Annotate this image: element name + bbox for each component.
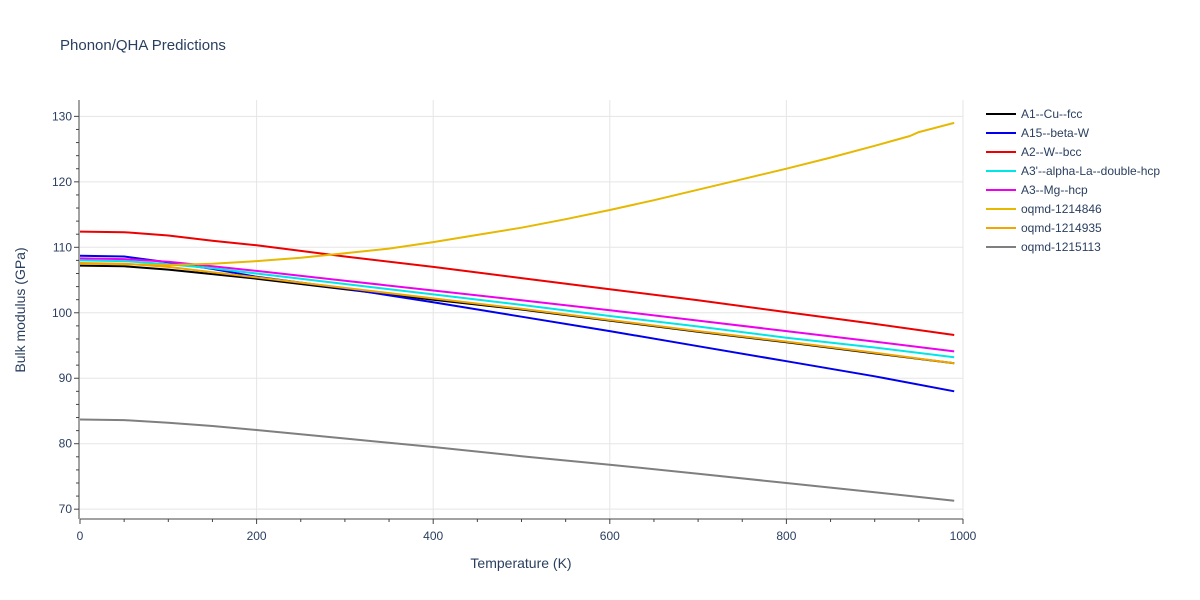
y-tick-label: 80 bbox=[59, 437, 73, 451]
legend-item[interactable]: oqmd-1215113 bbox=[986, 240, 1101, 254]
legend-item[interactable]: A3'--alpha-La--double-hcp bbox=[986, 164, 1160, 178]
legend-label: A1--Cu--fcc bbox=[1021, 107, 1082, 121]
legend-label: A3--Mg--hcp bbox=[1021, 183, 1088, 197]
legend-label: oqmd-1215113 bbox=[1021, 240, 1101, 254]
legend-label: oqmd-1214935 bbox=[1021, 221, 1102, 235]
x-tick-label: 800 bbox=[776, 529, 796, 543]
series-line-oqmd-1214846[interactable] bbox=[79, 121, 955, 266]
y-tick-label: 130 bbox=[52, 109, 72, 123]
x-axis-title: Temperature (K) bbox=[470, 555, 571, 571]
x-tick-label: 600 bbox=[600, 529, 620, 543]
x-tick-label: 400 bbox=[423, 529, 443, 543]
y-tick-label: 70 bbox=[59, 502, 73, 516]
legend-item[interactable]: oqmd-1214935 bbox=[986, 221, 1102, 235]
series-line-a2-w-bcc[interactable] bbox=[79, 230, 955, 336]
grid bbox=[80, 100, 964, 519]
series-line-a1-cu-fcc[interactable] bbox=[79, 264, 955, 365]
y-tick-label: 110 bbox=[53, 240, 72, 254]
y-tick-label: 120 bbox=[52, 175, 72, 189]
plot-area[interactable] bbox=[79, 121, 955, 502]
series-line-a15-beta-w[interactable] bbox=[79, 254, 955, 393]
legend-item[interactable]: oqmd-1214846 bbox=[986, 202, 1102, 216]
x-tick-label: 0 bbox=[77, 529, 84, 543]
legend-item[interactable]: A15--beta-W bbox=[986, 126, 1090, 140]
legend-label: A15--beta-W bbox=[1021, 126, 1090, 140]
y-axis-title: Bulk modulus (GPa) bbox=[12, 247, 28, 372]
y-tick-label: 90 bbox=[59, 371, 73, 385]
legend-label: A2--W--bcc bbox=[1021, 145, 1081, 159]
legend-item[interactable]: A1--Cu--fcc bbox=[986, 107, 1082, 121]
series-line-a3-mg-hcp[interactable] bbox=[79, 257, 955, 353]
legend[interactable]: A1--Cu--fcc A15--beta-W A2--W--bcc A3'--alp… bbox=[986, 107, 1160, 254]
chart-title: Phonon/QHA Predictions bbox=[60, 37, 226, 54]
legend-label: oqmd-1214846 bbox=[1021, 202, 1102, 216]
series-line-oqmd-1214935[interactable] bbox=[79, 262, 955, 365]
axes: 0 200 400 600 800 1000 70 80 90 100 110 120 130 bbox=[52, 100, 977, 543]
y-tick-label: 100 bbox=[52, 306, 72, 320]
legend-item[interactable]: A2--W--bcc bbox=[986, 145, 1081, 159]
legend-item[interactable]: A3--Mg--hcp bbox=[986, 183, 1088, 197]
legend-label: A3'--alpha-La--double-hcp bbox=[1021, 164, 1160, 178]
series-line-oqmd-1215113[interactable] bbox=[79, 418, 955, 502]
x-tick-label: 1000 bbox=[950, 529, 977, 543]
x-tick-label: 200 bbox=[247, 529, 267, 543]
